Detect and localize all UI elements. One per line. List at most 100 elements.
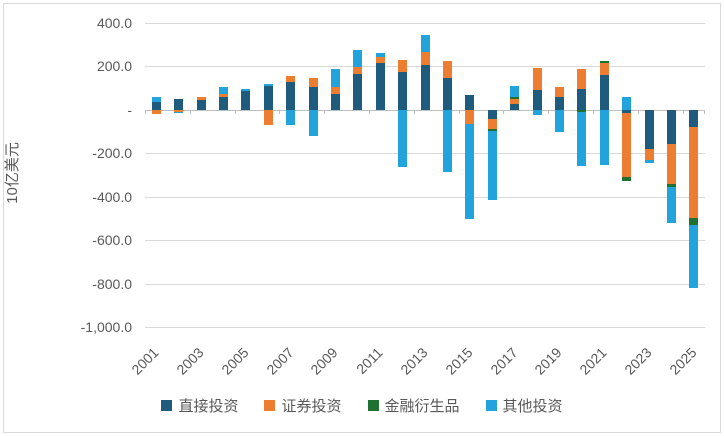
y-axis-tick-label: -200.0 bbox=[92, 145, 132, 162]
bar-segment-证券投资-2009 bbox=[330, 87, 340, 94]
bar-segment-直接投资-2012 bbox=[398, 71, 408, 110]
gridline bbox=[145, 196, 705, 198]
bar-segment-直接投资-2009 bbox=[330, 93, 340, 110]
legend-label: 证券投资 bbox=[281, 397, 342, 415]
legend-label: 直接投资 bbox=[178, 397, 239, 415]
bar-segment-直接投资-2018 bbox=[532, 89, 542, 110]
bar-segment-直接投资-2006 bbox=[263, 85, 273, 110]
x-axis-tick-label: 2023 bbox=[621, 344, 655, 378]
bar-segment-其他投资-2013 bbox=[420, 34, 430, 52]
bar-segment-直接投资-2011 bbox=[375, 63, 385, 110]
x-axis-tick-label: 2015 bbox=[442, 344, 476, 378]
bar-segment-其他投资-2011 bbox=[375, 53, 385, 58]
bar-segment-证券投资-2006 bbox=[263, 109, 273, 126]
bar-segment-证券投资-2018 bbox=[532, 67, 542, 90]
bar-segment-直接投资-2024 bbox=[666, 109, 676, 144]
bar-segment-其他投资-2007 bbox=[286, 109, 296, 125]
bar-segment-直接投资-2020 bbox=[577, 88, 587, 110]
x-axis-tick-label: 2003 bbox=[173, 344, 207, 378]
bar-segment-其他投资-2014 bbox=[442, 109, 452, 173]
bar-segment-其他投资-2025 bbox=[689, 224, 699, 289]
y-axis-tick-label: 400.0 bbox=[96, 15, 132, 31]
bar-segment-其他投资-2015 bbox=[465, 123, 475, 220]
bar-segment-证券投资-2015 bbox=[465, 109, 475, 124]
x-axis-tick-mark bbox=[458, 109, 460, 114]
legend-item-金融衍生品: 金融衍生品 bbox=[367, 395, 460, 416]
bar-segment-其他投资-2002 bbox=[174, 111, 184, 114]
x-axis-tick-mark bbox=[548, 109, 550, 114]
bar-segment-直接投资-2015 bbox=[465, 94, 475, 110]
bar-segment-证券投资-2010 bbox=[353, 66, 363, 75]
bar-segment-直接投资-2014 bbox=[442, 78, 452, 110]
x-axis-tick-label: 2005 bbox=[218, 344, 252, 378]
legend-swatch-icon bbox=[161, 399, 173, 411]
x-axis-tick-label: 2025 bbox=[666, 344, 700, 378]
x-axis-tick-label: 2009 bbox=[307, 344, 342, 378]
x-axis-tick-mark bbox=[189, 109, 191, 114]
x-axis-tick-mark bbox=[234, 109, 236, 114]
bar-segment-直接投资-2013 bbox=[420, 65, 430, 110]
bar-segment-证券投资-2002 bbox=[174, 109, 184, 112]
bar-segment-直接投资-2001 bbox=[151, 102, 161, 110]
legend-swatch-icon bbox=[367, 399, 379, 411]
gridline bbox=[145, 23, 705, 24]
bar-segment-直接投资-2023 bbox=[644, 109, 654, 149]
legend-item-证券投资: 证券投资 bbox=[264, 395, 342, 416]
bar-segment-证券投资-2021 bbox=[599, 63, 609, 76]
bar-segment-证券投资-2025 bbox=[689, 126, 699, 218]
bar-segment-直接投资-2025 bbox=[689, 109, 699, 127]
x-axis-tick-mark bbox=[413, 109, 415, 114]
x-axis-tick-mark bbox=[682, 109, 684, 114]
bar-segment-证券投资-2020 bbox=[577, 69, 587, 89]
bar-segment-其他投资-2021 bbox=[599, 109, 609, 166]
bar-segment-金融衍生品-2020 bbox=[577, 109, 587, 112]
legend: 直接投资 证券投资 金融衍生品 其他投资 bbox=[0, 394, 724, 416]
bar-segment-直接投资-2004 bbox=[218, 96, 228, 110]
x-axis-tick-label: 2021 bbox=[576, 344, 610, 378]
x-axis-tick-mark bbox=[369, 109, 370, 114]
bar-segment-金融衍生品-2016 bbox=[487, 128, 497, 132]
bar-segment-证券投资-2003 bbox=[196, 97, 206, 101]
gridline bbox=[145, 283, 705, 285]
legend-swatch-icon bbox=[264, 399, 276, 411]
bar-segment-直接投资-2002 bbox=[174, 99, 184, 110]
bar-segment-其他投资-2022 bbox=[622, 97, 632, 110]
y-axis-tick-label: -800.0 bbox=[92, 275, 132, 292]
bar-segment-证券投资-2004 bbox=[218, 93, 228, 97]
x-axis-tick-mark bbox=[503, 109, 505, 114]
bar-segment-其他投资-2018 bbox=[532, 109, 542, 116]
bar-segment-证券投资-2001 bbox=[151, 109, 161, 114]
bar-segment-证券投资-2023 bbox=[644, 148, 654, 161]
bar-segment-证券投资-2008 bbox=[308, 77, 318, 88]
bar-segment-其他投资-2010 bbox=[353, 49, 363, 67]
bar-segment-其他投资-2019 bbox=[554, 109, 564, 133]
x-axis-tick-label: 2019 bbox=[531, 344, 566, 378]
x-axis-tick-mark bbox=[279, 109, 281, 114]
x-axis-tick-mark bbox=[637, 109, 639, 114]
x-axis-tick-mark bbox=[145, 109, 146, 114]
bar-segment-证券投资-2022 bbox=[622, 112, 632, 177]
bar-segment-金融衍生品-2017 bbox=[510, 97, 520, 99]
gridline bbox=[145, 153, 705, 155]
bar-segment-直接投资-2019 bbox=[554, 97, 564, 110]
bar-segment-直接投资-2021 bbox=[599, 75, 609, 110]
bar-segment-直接投资-2016 bbox=[487, 109, 497, 119]
bar-segment-其他投资-2005 bbox=[241, 89, 251, 91]
x-axis-tick-label: 2001 bbox=[128, 344, 162, 378]
bar-segment-其他投资-2016 bbox=[487, 131, 497, 201]
x-axis-tick-label: 2017 bbox=[486, 344, 521, 378]
bar-segment-直接投资-2010 bbox=[353, 74, 363, 110]
x-axis-tick-label: 2011 bbox=[353, 344, 386, 377]
bar-segment-证券投资-2016 bbox=[487, 118, 497, 129]
plot-area bbox=[145, 0, 705, 340]
x-axis-tick-label: 2007 bbox=[262, 344, 297, 378]
y-axis-tick-label: -1,000.0 bbox=[80, 319, 132, 335]
bar-segment-其他投资-2023 bbox=[644, 160, 654, 164]
y-axis-tick-label: 200.0 bbox=[96, 58, 132, 75]
bar-segment-其他投资-2012 bbox=[398, 109, 408, 168]
bar-segment-其他投资-2020 bbox=[577, 111, 587, 167]
bar-segment-其他投资-2004 bbox=[218, 87, 228, 94]
x-axis-tick-mark bbox=[704, 109, 705, 114]
y-axis-tick-label: -400.0 bbox=[92, 188, 132, 205]
